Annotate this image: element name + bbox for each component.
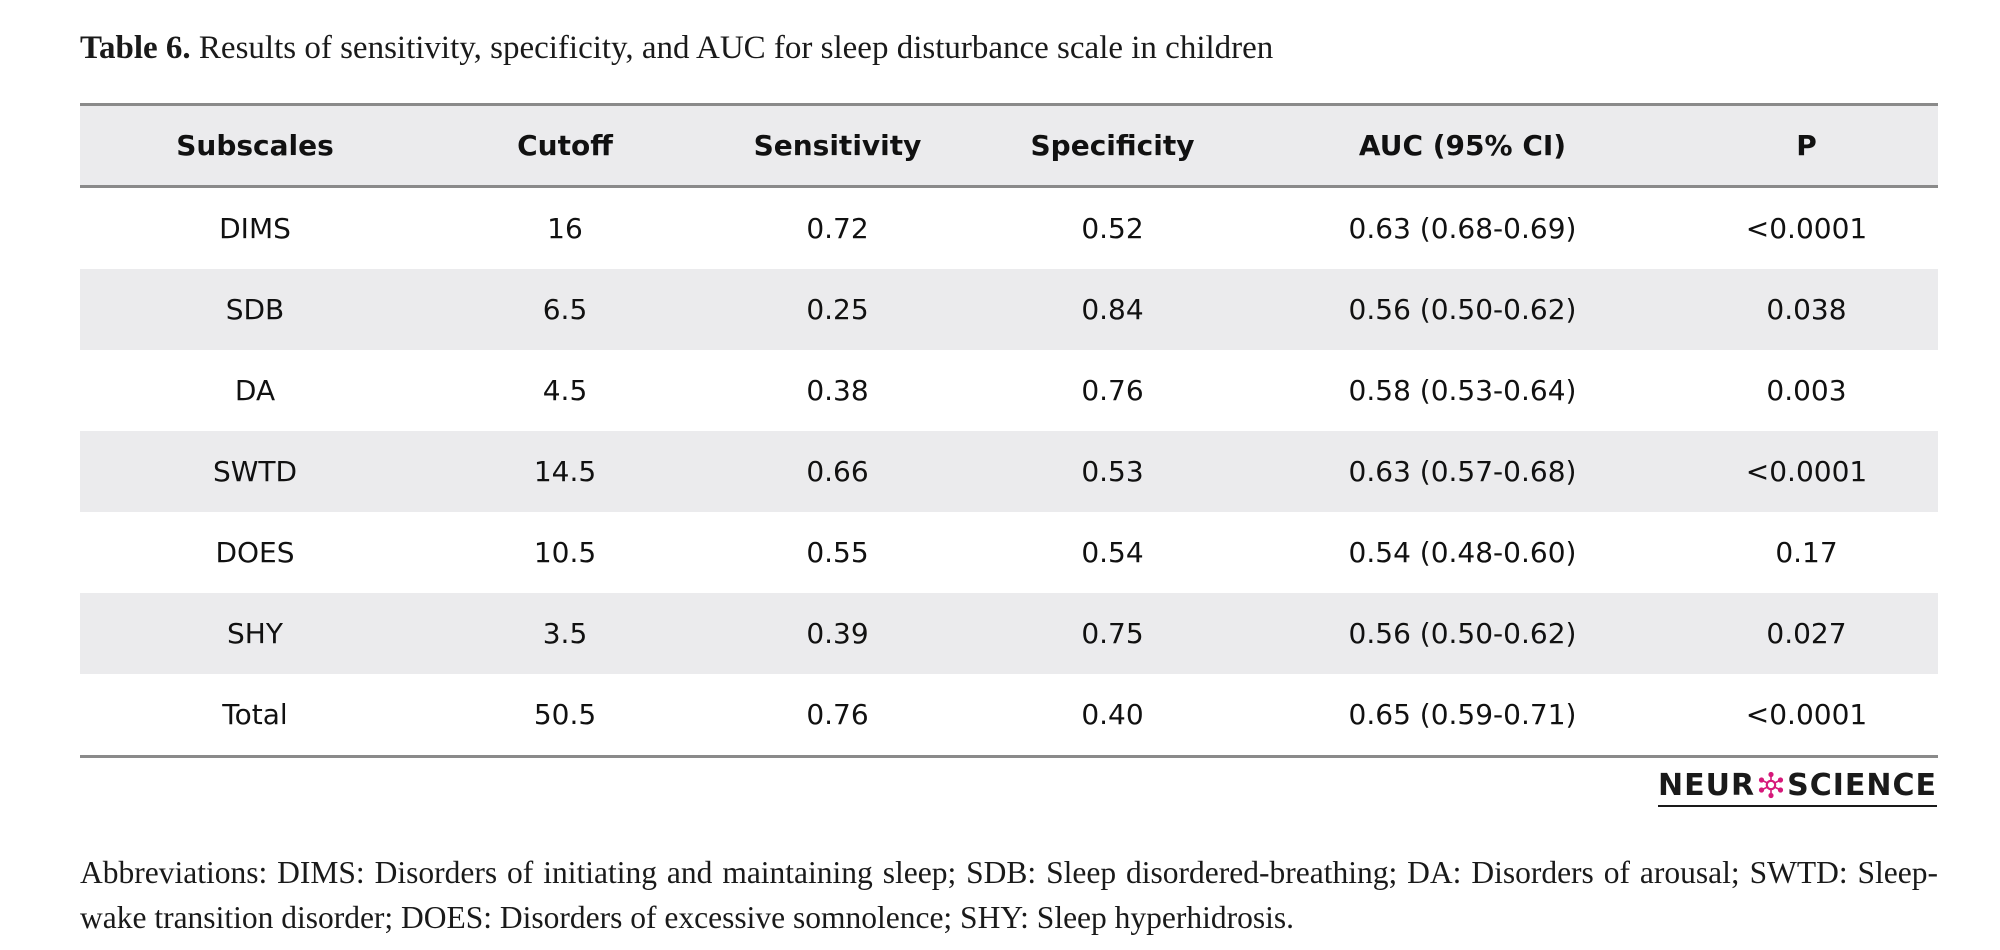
table-body: DIMS 16 0.72 0.52 0.63 (0.68-0.69) <0.00… [80, 187, 1938, 757]
header-p: P [1796, 129, 1817, 162]
cell-p: 0.003 [1766, 374, 1847, 407]
cell-cutoff: 50.5 [533, 698, 597, 731]
cell-specificity: 0.84 [1081, 293, 1144, 326]
header-auc: AUC (95% CI) [1358, 129, 1567, 162]
header-row: Subscales Cutoff Sensitivity Specificity… [80, 104, 1938, 187]
cell-cutoff: 10.5 [533, 536, 597, 569]
cell-p: 0.038 [1766, 293, 1847, 326]
cell-p: 0.17 [1775, 536, 1838, 569]
cell-cutoff: 16 [547, 212, 583, 245]
cell-specificity: 0.75 [1081, 617, 1144, 650]
cell-specificity: 0.76 [1081, 374, 1144, 407]
cell-sensitivity: 0.55 [806, 536, 869, 569]
caption-text: Results of sensitivity, specificity, and… [198, 30, 1274, 66]
table-header: Subscales Cutoff Sensitivity Specificity… [80, 104, 1938, 187]
neuroscience-logo: NEUR SCIENCE [1658, 766, 1937, 807]
cell-auc: 0.63 (0.57-0.68) [1348, 455, 1577, 488]
cell-sensitivity: 0.72 [806, 212, 869, 245]
cell-specificity: 0.53 [1081, 455, 1144, 488]
cell-cutoff: 6.5 [542, 293, 588, 326]
cell-sensitivity: 0.76 [806, 698, 869, 731]
logo-text-left: NEUR [1658, 767, 1756, 803]
results-table-container: Subscales Cutoff Sensitivity Specificity… [80, 103, 1938, 758]
cell-auc: 0.56 (0.50-0.62) [1348, 617, 1577, 650]
cell-specificity: 0.54 [1081, 536, 1144, 569]
cell-sensitivity: 0.38 [806, 374, 869, 407]
table-row: SWTD 14.5 0.66 0.53 0.63 (0.57-0.68) <0.… [80, 431, 1938, 512]
header-specificity: Specificity [1030, 129, 1195, 162]
cell-auc: 0.58 (0.53-0.64) [1348, 374, 1577, 407]
cell-sensitivity: 0.39 [806, 617, 869, 650]
header-cutoff: Cutoff [517, 129, 613, 162]
cell-subscale: Total [222, 698, 288, 731]
cell-p: 0.027 [1766, 617, 1847, 650]
table-row: DA 4.5 0.38 0.76 0.58 (0.53-0.64) 0.003 [80, 350, 1938, 431]
results-table: Subscales Cutoff Sensitivity Specificity… [80, 103, 1938, 758]
cell-subscale: SWTD [212, 455, 298, 488]
caption-lead: Table 6. [80, 30, 191, 66]
cell-cutoff: 4.5 [542, 374, 588, 407]
header-subscales: Subscales [176, 129, 334, 162]
cell-specificity: 0.52 [1081, 212, 1144, 245]
table-row: DOES 10.5 0.55 0.54 0.54 (0.48-0.60) 0.1… [80, 512, 1938, 593]
cell-auc: 0.56 (0.50-0.62) [1348, 293, 1577, 326]
table-row: SHY 3.5 0.39 0.75 0.56 (0.50-0.62) 0.027 [80, 593, 1938, 674]
table-row: DIMS 16 0.72 0.52 0.63 (0.68-0.69) <0.00… [80, 187, 1938, 270]
cell-sensitivity: 0.66 [806, 455, 869, 488]
cell-subscale: DIMS [219, 212, 291, 245]
cell-auc: 0.65 (0.59-0.71) [1348, 698, 1577, 731]
cell-subscale: SHY [227, 617, 283, 650]
cell-subscale: DA [234, 374, 276, 407]
cell-p: <0.0001 [1745, 455, 1868, 488]
table-row: Total 50.5 0.76 0.40 0.65 (0.59-0.71) <0… [80, 674, 1938, 757]
logo-text-right: SCIENCE [1787, 767, 1937, 803]
cell-sensitivity: 0.25 [806, 293, 869, 326]
cell-p: <0.0001 [1745, 212, 1868, 245]
cell-auc: 0.63 (0.68-0.69) [1348, 212, 1577, 245]
cell-subscale: SDB [225, 293, 285, 326]
cell-specificity: 0.40 [1081, 698, 1144, 731]
table-caption: Table 6. Results of sensitivity, specifi… [80, 26, 1273, 70]
table-row: SDB 6.5 0.25 0.84 0.56 (0.50-0.62) 0.038 [80, 269, 1938, 350]
header-sensitivity: Sensitivity [753, 129, 922, 162]
cell-p: <0.0001 [1745, 698, 1868, 731]
cell-subscale: DOES [215, 536, 295, 569]
cell-cutoff: 14.5 [533, 455, 597, 488]
brain-network-icon [1758, 771, 1784, 799]
abbreviations-footnote: Abbreviations: DIMS: Disorders of initia… [80, 855, 1938, 935]
cell-cutoff: 3.5 [542, 617, 588, 650]
cell-auc: 0.54 (0.48-0.60) [1348, 536, 1577, 569]
